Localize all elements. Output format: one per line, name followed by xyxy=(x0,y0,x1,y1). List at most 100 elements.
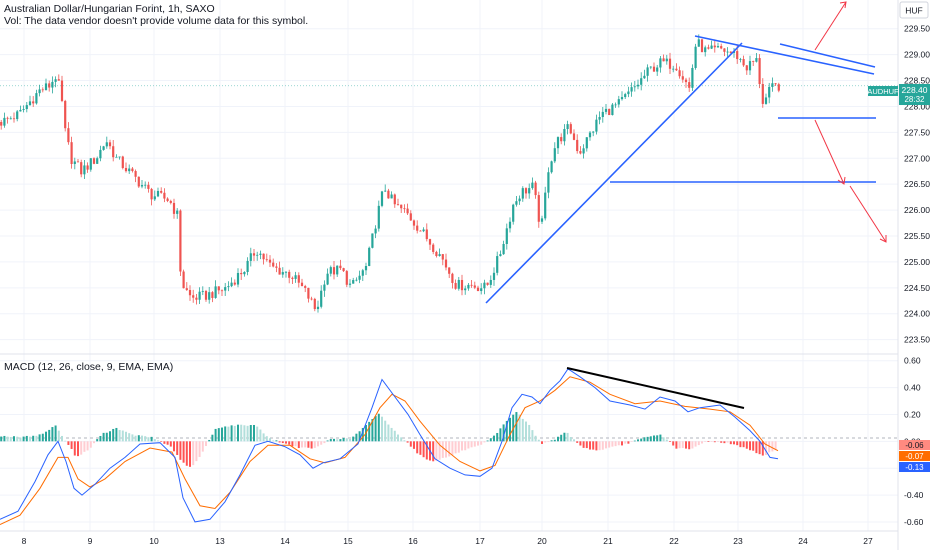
candle-body xyxy=(448,267,451,274)
candle-body xyxy=(745,65,748,71)
histogram-value-badge: -0.06 xyxy=(905,441,924,450)
candle-body xyxy=(688,82,691,88)
candle-body xyxy=(208,292,211,300)
candle-body xyxy=(256,254,259,256)
histogram-bar xyxy=(179,441,182,460)
candle-body xyxy=(444,259,448,268)
candle-body xyxy=(569,124,572,134)
histogram-bar xyxy=(243,425,246,442)
currency-button[interactable]: HUF xyxy=(899,1,929,19)
candle-body xyxy=(492,272,496,280)
candle-body xyxy=(396,204,400,206)
price-tick-label: 229.50 xyxy=(904,24,930,34)
arrow-down-icon[interactable] xyxy=(849,185,887,243)
candle-body xyxy=(473,285,476,288)
candle-body xyxy=(624,94,627,98)
candle-body xyxy=(99,149,102,159)
histogram-bar xyxy=(669,441,671,442)
candle-body xyxy=(499,254,502,257)
candle-body xyxy=(380,191,384,206)
histogram-bar xyxy=(288,441,291,445)
histogram-bar xyxy=(681,441,684,448)
histogram-bar xyxy=(557,436,559,442)
candle-body xyxy=(297,275,300,283)
histogram-bar xyxy=(493,435,495,442)
candle-body xyxy=(387,190,390,199)
candle-body xyxy=(438,254,441,257)
candle-body xyxy=(428,239,432,245)
histogram-bar xyxy=(432,441,435,462)
candle-body xyxy=(214,286,217,298)
histogram-bar xyxy=(157,440,159,442)
candle-body xyxy=(467,284,470,289)
candle-body xyxy=(531,182,534,189)
candle-body xyxy=(281,272,284,275)
candle-body xyxy=(700,39,704,53)
histogram-bar xyxy=(339,439,342,442)
histogram-bar xyxy=(659,434,662,442)
price-axis[interactable]: 223.50 224.00 224.50 225.00 225.50 226.00 226.… xyxy=(904,24,930,345)
histogram-bar xyxy=(125,431,127,442)
macd-value-badge: -0.13 xyxy=(905,463,924,472)
candle-body xyxy=(105,142,108,147)
histogram-bar xyxy=(416,441,419,454)
candle-body xyxy=(249,253,252,261)
chart-title[interactable]: Australian Dollar/Hungarian Forint, 1h, … xyxy=(4,3,215,15)
histogram-bar xyxy=(477,441,479,446)
candle-body xyxy=(268,259,272,263)
histogram-bar xyxy=(605,441,607,449)
candle-body xyxy=(92,158,96,164)
candle-body xyxy=(476,287,480,292)
volume-note: Vol: The data vendor doesn't provide vol… xyxy=(4,15,309,27)
histogram-bar xyxy=(64,440,67,442)
candle-body xyxy=(201,290,204,292)
projected-channel-line[interactable] xyxy=(779,43,876,68)
candle-body xyxy=(220,290,224,292)
candle-body xyxy=(512,204,515,222)
histogram-bar xyxy=(54,425,57,442)
arrow-up-icon[interactable] xyxy=(814,1,847,51)
candle-body xyxy=(160,190,163,193)
candle-body xyxy=(371,233,374,248)
histogram-bar xyxy=(208,439,211,442)
rising-trendline[interactable] xyxy=(485,42,743,304)
candle-body xyxy=(435,251,438,257)
candle-body xyxy=(656,67,659,72)
histogram-bar xyxy=(320,441,323,445)
macd-tick-label: -0.60 xyxy=(904,517,924,527)
histogram-bar xyxy=(697,441,700,446)
candle-body xyxy=(0,122,3,126)
histogram-bar xyxy=(61,435,63,442)
candle-body xyxy=(710,45,713,49)
histogram-bar xyxy=(217,428,220,442)
histogram-bar xyxy=(301,441,303,448)
candle-body xyxy=(265,259,268,261)
candle-body xyxy=(348,283,352,285)
candle-body xyxy=(323,284,326,291)
candle-body xyxy=(300,282,304,287)
candle-body xyxy=(630,87,633,92)
candle-body xyxy=(67,128,70,143)
histogram-bar xyxy=(649,436,652,442)
candle-body xyxy=(307,287,310,299)
histogram-bar xyxy=(771,441,774,452)
arrow-down-icon[interactable] xyxy=(814,119,846,185)
histogram-bar xyxy=(553,439,556,442)
histogram-bar xyxy=(38,434,41,442)
candle-body xyxy=(41,89,44,91)
divergence-line[interactable] xyxy=(566,367,745,409)
histogram-bar xyxy=(0,436,3,442)
trend-drawings[interactable] xyxy=(485,1,887,304)
macd-indicator-label[interactable]: MACD (12, 26, close, 9, EMA, EMA) xyxy=(4,361,174,373)
time-axis[interactable]: 8 9 10 13 14 15 16 17 20 21 22 23 24 27 xyxy=(22,536,873,546)
histogram-bar xyxy=(224,426,227,442)
histogram-bar xyxy=(397,434,399,442)
candle-body xyxy=(384,190,387,192)
candle-body xyxy=(192,295,195,298)
candle-body xyxy=(508,221,512,229)
candle-body xyxy=(195,297,198,300)
histogram-bar xyxy=(435,441,438,461)
histogram-bar xyxy=(480,441,483,445)
descending-resistance-line[interactable] xyxy=(694,35,875,75)
